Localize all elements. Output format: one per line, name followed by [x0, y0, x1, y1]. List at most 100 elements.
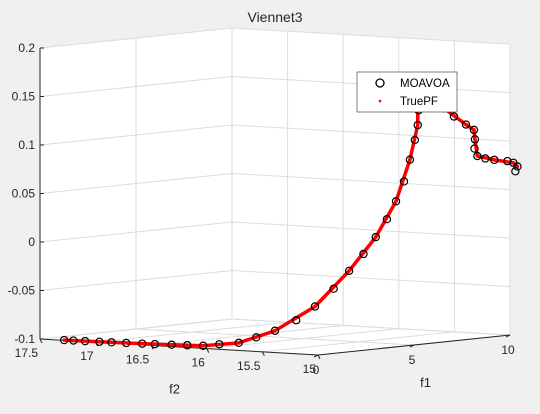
truepf-point	[313, 304, 317, 308]
grid-line-f3-wall1-2	[39, 221, 233, 243]
moavoa-point	[270, 326, 280, 335]
moavoa-point	[234, 338, 243, 348]
grid-line-f3-wall1-3	[39, 173, 233, 194]
legend-label-truepf: TruePF	[400, 96, 438, 108]
truepf-segment	[373, 199, 398, 239]
f1-tick-label-2: 10	[501, 343, 515, 357]
truepf-point	[347, 269, 351, 273]
truepf-point	[473, 137, 477, 141]
f2-tick-mark-5	[39, 338, 43, 344]
moavoa-point	[69, 336, 78, 345]
truepf-point	[237, 341, 241, 345]
grid-line-f3-wall2-1	[231, 270, 511, 287]
f3-tick-label-4: 0.1	[18, 138, 35, 152]
truepf-point	[170, 343, 174, 347]
legend-box	[356, 71, 458, 113]
moavoa-point	[513, 162, 522, 171]
moavoa-point	[310, 302, 320, 311]
moavoa-point	[461, 120, 471, 129]
f2-tick-label-3: 16.5	[126, 352, 150, 366]
truepf-segment	[473, 137, 480, 158]
grid-line-floor-f2-5	[39, 318, 233, 340]
moavoa-point	[150, 339, 160, 349]
truepf-segment	[236, 329, 277, 345]
f3-tick-label-3: 0.05	[12, 187, 36, 201]
truepf-segment	[313, 269, 351, 309]
f1-tick-label-0: 0	[313, 363, 320, 377]
truepf-point	[140, 342, 144, 346]
f3-tick-label-6: 0.2	[18, 41, 35, 55]
grid-line-floor-f2-3	[151, 324, 344, 346]
truepf-segment	[97, 340, 144, 346]
truepf-segment	[169, 342, 205, 348]
moavoa-point	[391, 197, 401, 206]
moavoa-point	[183, 341, 192, 350]
f2-tick-mark-2	[206, 348, 210, 353]
truepf-point	[273, 329, 277, 333]
truepf-point	[416, 123, 420, 127]
grid-line-f3-wall2-6	[231, 27, 511, 45]
truepf-point	[62, 338, 66, 342]
f3-tick-label-1: -0.05	[8, 284, 36, 298]
truepf-segment	[408, 123, 420, 162]
moavoa-point	[137, 339, 147, 348]
f3-tick-label-5: 0.15	[12, 90, 36, 104]
moavoa-point	[481, 154, 490, 163]
moavoa-point	[215, 340, 224, 349]
f2-tick-mark-0	[317, 354, 321, 360]
f1-tick-mark-2	[505, 334, 511, 338]
truepf-segment	[394, 157, 412, 204]
moavoa-point	[405, 155, 415, 164]
f2-axis-label: f2	[169, 381, 180, 396]
truepf-segment	[201, 341, 241, 348]
moavoa-point	[198, 341, 208, 350]
moavoa-point	[292, 316, 301, 325]
truepf-point	[472, 128, 476, 132]
f2-tick-label-0: 15	[303, 362, 317, 376]
truepf-segment	[273, 304, 317, 333]
grid-line-f3-wall2-4	[231, 124, 511, 142]
moavoa-point	[469, 125, 479, 135]
moavoa-point	[511, 167, 520, 176]
f3-tick-label-2: 0	[28, 235, 35, 249]
truepf-point	[394, 199, 398, 203]
grid-line-f3-wall1-6	[39, 27, 233, 49]
grid-line-floor-f1-2	[231, 318, 511, 336]
moavoa-point	[329, 284, 338, 293]
truepf-point	[475, 154, 479, 158]
moavoa-point	[122, 338, 131, 348]
moavoa-point	[252, 333, 261, 342]
grid-line-f3-wall1-5	[39, 76, 233, 97]
moavoa-point	[382, 215, 392, 224]
moavoa-point	[80, 336, 90, 346]
moavoa-point	[470, 144, 479, 153]
legend-label-moavoa: MOAVOA	[400, 78, 450, 90]
legend-marker-truepf	[378, 99, 382, 103]
moavoa-point	[449, 112, 459, 121]
f2-tick-label-1: 15.5	[237, 359, 261, 373]
f3-tick-label-0: -0.1	[14, 332, 35, 346]
grid-line-f3-wall1-1	[39, 270, 233, 291]
moavoa-point	[490, 155, 499, 165]
moavoa-point	[473, 151, 482, 161]
grid-line-floor-f2-4	[95, 321, 288, 343]
grid-line-f3-wall1-4	[39, 124, 233, 146]
truepf-point	[374, 235, 378, 239]
f1-tick-label-1: 5	[409, 353, 416, 367]
f2-tick-mark-1	[261, 351, 265, 357]
truepf-point	[464, 123, 468, 127]
moavoa-point	[410, 135, 420, 145]
moavoa-point	[371, 232, 380, 242]
moavoa-point	[107, 338, 116, 347]
truepf-point	[511, 161, 515, 165]
grid-line-floor-f2-1	[262, 331, 455, 353]
truepf-point	[97, 340, 101, 344]
f2-tick-label-4: 17	[80, 349, 94, 363]
grid-line-f3-wall2-3	[231, 173, 511, 190]
legend[interactable]: MOAVOA TruePF	[356, 71, 458, 113]
moavoa-point	[167, 340, 176, 349]
f2-tick-label-5: 17.5	[15, 346, 39, 360]
truepf-point	[515, 164, 519, 168]
f1-tick-mark-1	[409, 344, 415, 348]
